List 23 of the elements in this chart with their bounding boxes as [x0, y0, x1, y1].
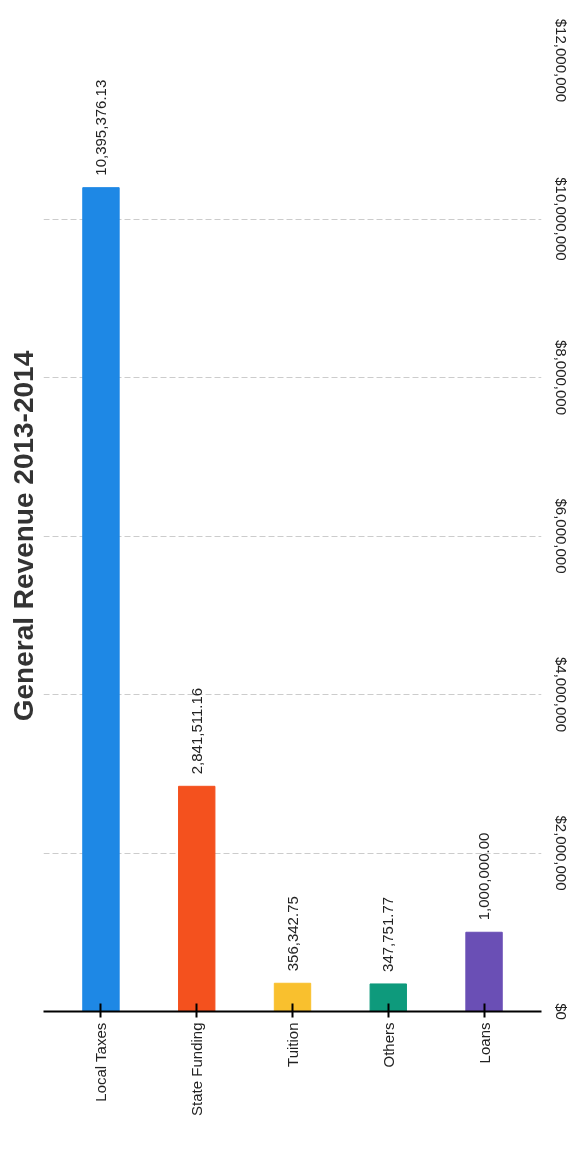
y-tick-label: $4,000,000	[552, 656, 570, 733]
data-label: 356,342.75	[283, 896, 301, 972]
x-tick-label: Loans	[475, 1022, 493, 1064]
bar	[273, 982, 312, 1012]
x-tick-label: State Funding	[188, 1022, 206, 1116]
y-tick-label: $0	[552, 1003, 570, 1020]
y-tick-label: $10,000,000	[552, 177, 570, 261]
x-tick-label: Others	[379, 1022, 397, 1068]
data-label: 2,841,511.16	[187, 687, 205, 775]
bar	[465, 931, 503, 1012]
data-label: 10,395,376.13	[91, 79, 109, 176]
bar	[369, 983, 407, 1012]
text: General Revenue 2013-2014	[7, 350, 39, 722]
x-tick-label: Tuition	[284, 1022, 301, 1067]
bar	[82, 187, 120, 1012]
data-label: 347,751.77	[379, 896, 397, 972]
x-tick-label: Local Taxes	[92, 1022, 110, 1102]
y-tick-label: $2,000,000	[552, 815, 570, 891]
y-tick-label: $6,000,000	[552, 498, 570, 574]
data-label: 1,000,000.00	[475, 832, 493, 921]
y-tick-label: $8,000,000	[552, 339, 570, 416]
bar	[178, 785, 216, 1012]
y-tick-label: $12,000,000	[552, 18, 570, 103]
